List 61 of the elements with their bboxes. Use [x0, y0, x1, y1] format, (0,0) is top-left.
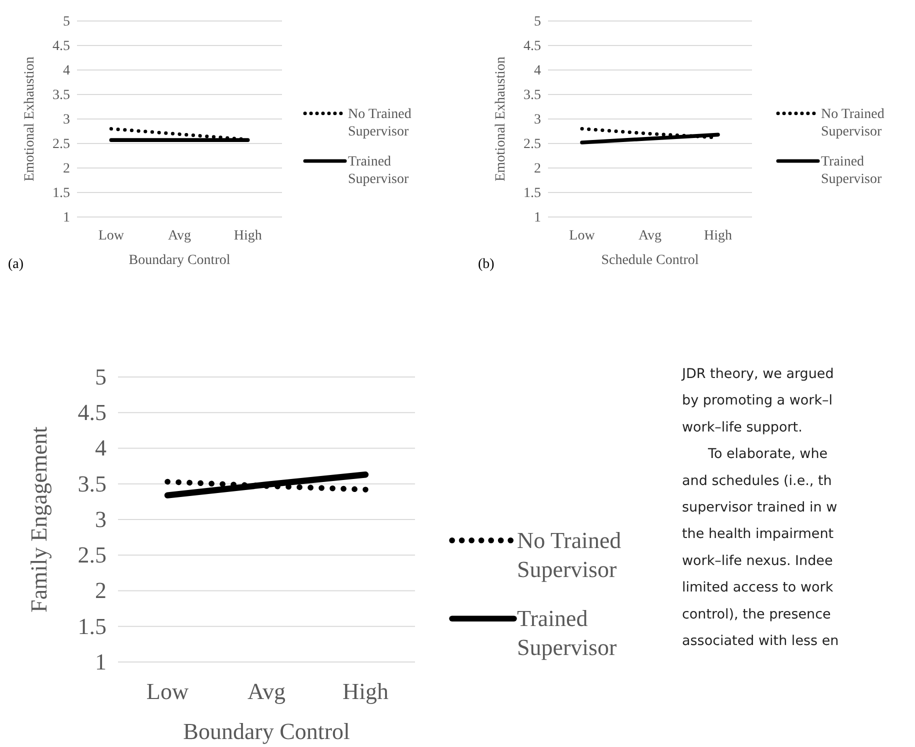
y-tick-label: 2	[63, 161, 70, 176]
legend-label: No Trained Supervisor	[821, 107, 884, 140]
text: limited access to work	[682, 580, 834, 596]
text: the health impairment	[682, 526, 834, 542]
x-tick-label: Avg	[168, 228, 192, 244]
text: by promoting a work–l	[682, 392, 833, 409]
y-tick-label: 5	[63, 14, 70, 30]
x-tick-label: Low	[98, 228, 125, 244]
y-axis-title: Family Engagement	[26, 426, 52, 612]
x-tick-label: High	[234, 228, 262, 244]
y-tick-label: 4	[63, 63, 70, 78]
y-tick-label: 4	[95, 436, 107, 461]
y-tick-label: 5	[534, 14, 541, 30]
y-tick-label: 5	[95, 364, 106, 390]
y-tick-label: 1.5	[52, 186, 70, 201]
y-tick-label: 1	[95, 649, 106, 674]
x-tick-label: Low	[569, 228, 596, 244]
text: supervisor trained in w	[682, 500, 838, 516]
y-tick-label: 4.5	[52, 38, 70, 54]
x-tick-label: Avg	[248, 679, 286, 704]
x-tick-label: Avg	[638, 228, 662, 244]
y-tick-label: 1	[63, 210, 70, 226]
y-tick-label: 1.5	[524, 186, 541, 201]
y-tick-label: 3.5	[78, 471, 106, 496]
text: JDR theory, we argued	[681, 366, 834, 382]
y-tick-label: 3	[63, 112, 70, 128]
y-tick-label: 4.5	[524, 38, 541, 54]
y-tick-label: 3.5	[52, 88, 70, 103]
y-tick-label: 3	[95, 506, 106, 532]
x-tick-label: High	[342, 679, 389, 704]
y-axis-title: Emotional Exhaustion	[494, 56, 509, 182]
x-axis-title: Boundary Control	[128, 252, 230, 268]
legend-label: Trained Supervisor	[348, 154, 409, 188]
x-tick-label: Low	[146, 679, 189, 704]
y-tick-label: 2.5	[52, 136, 70, 152]
y-tick-label: 4.5	[78, 400, 106, 425]
x-axis-title: Schedule Control	[601, 252, 699, 268]
y-tick-label: 3	[534, 112, 541, 128]
y-tick-label: 2.5	[78, 542, 106, 568]
x-axis-title: Boundary Control	[183, 719, 350, 744]
y-tick-label: 2	[95, 578, 106, 604]
y-tick-label: 4	[534, 63, 541, 78]
text: (a)	[8, 257, 24, 272]
y-tick-label: 1.5	[78, 614, 106, 639]
legend-label: Trained Supervisor	[517, 606, 617, 660]
text: work–life nexus. Indee	[682, 552, 833, 569]
y-tick-label: 1	[534, 210, 541, 226]
y-axis-title: Emotional Exhaustion	[22, 56, 38, 182]
legend-label: No Trained Supervisor	[348, 107, 412, 140]
text: and schedules (i.e., th	[682, 472, 832, 489]
y-tick-label: 3.5	[524, 88, 541, 103]
text: control), the presence	[682, 606, 831, 622]
x-tick-label: High	[704, 228, 732, 244]
text: associated with less en	[682, 633, 839, 649]
y-tick-label: 2.5	[524, 136, 541, 152]
y-tick-label: 2	[534, 161, 541, 176]
text: To elaborate, whe	[707, 446, 828, 462]
legend-label: Trained Supervisor	[821, 154, 882, 188]
text: (b)	[478, 257, 495, 272]
legend-label: No Trained Supervisor	[517, 528, 622, 582]
text: work–life support.	[682, 419, 802, 436]
